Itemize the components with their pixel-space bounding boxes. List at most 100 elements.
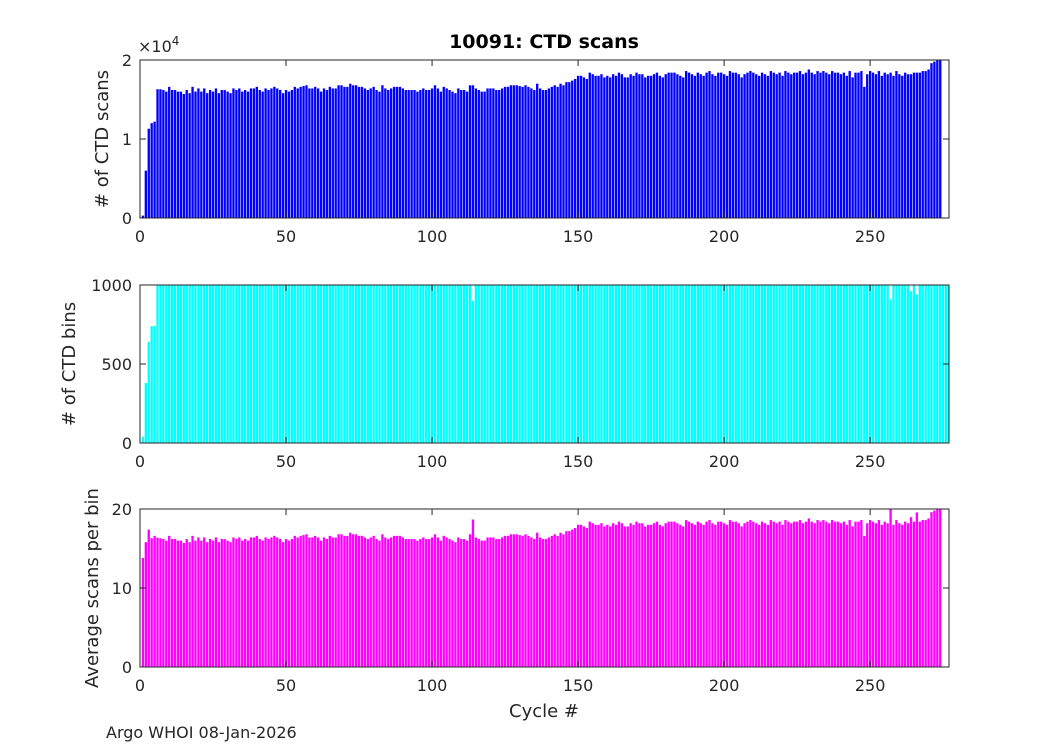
bar-cycle-54 <box>296 88 299 218</box>
bar-cycle-240 <box>839 523 843 667</box>
bar-cycle-84 <box>384 285 387 443</box>
bar-cycle-71 <box>346 285 349 443</box>
bar-cycle-43 <box>264 88 267 218</box>
bar-cycle-220 <box>781 524 784 667</box>
bar-cycle-60 <box>314 285 317 443</box>
bar-cycle-184 <box>676 523 679 667</box>
bar-cycle-192 <box>699 285 702 443</box>
bar-cycle-76 <box>360 86 364 218</box>
bar-cycle-198 <box>717 521 720 667</box>
bar-cycle-176 <box>652 523 656 667</box>
bar-cycle-244 <box>851 526 854 667</box>
y-tick-label: 20 <box>112 500 132 519</box>
bar-cycle-36 <box>243 285 247 443</box>
bar-cycle-50 <box>284 539 288 667</box>
bar-cycle-266 <box>915 512 919 667</box>
bar-cycle-73 <box>352 85 355 218</box>
x-tick-label: 50 <box>276 676 296 695</box>
bar-cycle-62 <box>319 285 323 443</box>
bar-cycle-229 <box>807 518 810 667</box>
bar-cycle-25 <box>211 540 215 667</box>
bar-cycle-209 <box>749 520 752 667</box>
bar-cycle-226 <box>798 71 802 218</box>
bar-cycle-90 <box>401 537 405 667</box>
bar-cycle-12 <box>173 90 177 218</box>
bar-cycle-156 <box>594 75 597 218</box>
bar-cycle-242 <box>845 524 848 667</box>
bar-cycle-72 <box>349 285 352 443</box>
bar-cycle-64 <box>325 539 329 667</box>
bar-cycle-129 <box>515 285 518 443</box>
bar-cycle-121 <box>492 285 495 443</box>
bar-cycle-239 <box>836 72 840 218</box>
bar-cycle-60 <box>314 86 317 218</box>
bar-cycle-8 <box>162 539 165 667</box>
bar-cycle-88 <box>395 86 399 218</box>
bar-cycle-192 <box>699 523 702 667</box>
bar-cycle-49 <box>281 285 285 443</box>
bar-cycle-66 <box>331 88 334 218</box>
bar-cycle-235 <box>825 285 828 443</box>
bar-cycle-65 <box>328 535 332 667</box>
bar-cycle-236 <box>828 523 831 667</box>
bar-cycle-206 <box>740 526 743 667</box>
bar-cycle-78 <box>366 90 369 218</box>
bar-cycle-104 <box>442 285 445 443</box>
bar-cycle-148 <box>571 529 574 667</box>
bar-cycle-114 <box>471 519 475 667</box>
bar-cycle-126 <box>506 285 510 443</box>
bar-cycle-223 <box>790 74 793 218</box>
bar-cycle-92 <box>407 285 410 443</box>
bar-cycle-169 <box>632 524 635 667</box>
bar-cycle-232 <box>816 71 819 218</box>
bar-cycle-21 <box>200 540 203 667</box>
bar-cycle-35 <box>241 285 244 443</box>
bar-cycle-96 <box>419 539 422 667</box>
bar-cycle-24 <box>208 285 212 443</box>
bar-cycle-239 <box>836 285 840 443</box>
bar-cycle-250 <box>868 285 872 443</box>
bar-cycle-110 <box>460 539 463 667</box>
bar-cycle-93 <box>410 285 413 443</box>
bar-cycle-238 <box>833 285 837 443</box>
bar-cycle-175 <box>649 75 653 218</box>
x-axis-label: Cycle # <box>509 701 579 722</box>
bar-cycle-217 <box>772 285 775 443</box>
bar-cycle-134 <box>530 285 533 443</box>
bar-cycle-143 <box>556 535 559 667</box>
bar-cycle-207 <box>743 285 746 443</box>
bar-cycle-146 <box>565 285 568 443</box>
bar-cycle-28 <box>220 285 223 443</box>
bar-cycle-159 <box>603 77 606 218</box>
bar-cycle-155 <box>591 285 594 443</box>
bar-cycle-167 <box>626 285 629 443</box>
bar-cycle-14 <box>179 285 183 443</box>
bar-cycle-45 <box>270 537 273 667</box>
bar-cycle-58 <box>308 88 311 218</box>
bar-cycle-201 <box>725 524 729 667</box>
bar-cycle-117 <box>480 540 483 667</box>
bar-cycle-264 <box>909 291 913 443</box>
bar-cycle-161 <box>609 285 612 443</box>
bar-cycle-53 <box>293 285 296 443</box>
bar-cycle-115 <box>474 285 478 443</box>
bar-cycle-77 <box>363 537 367 667</box>
bar-cycle-141 <box>550 86 553 218</box>
bar-cycle-163 <box>614 285 618 443</box>
bar-cycle-165 <box>620 285 624 443</box>
bar-cycle-68 <box>337 85 340 218</box>
bar-cycle-126 <box>506 86 510 218</box>
bar-cycle-202 <box>728 520 732 667</box>
bar-cycle-255 <box>883 285 886 443</box>
bar-cycle-190 <box>693 524 697 667</box>
bar-cycle-273 <box>936 60 939 218</box>
bar-cycle-129 <box>515 85 518 218</box>
bar-cycle-269 <box>924 285 927 443</box>
bar-cycle-25 <box>211 91 215 218</box>
x-tick-label: 50 <box>276 227 296 246</box>
bar-cycle-85 <box>387 285 390 443</box>
bar-cycle-102 <box>436 285 440 443</box>
bar-cycle-146 <box>565 82 568 219</box>
bar-cycle-179 <box>661 77 664 218</box>
bar-cycle-211 <box>755 523 758 667</box>
